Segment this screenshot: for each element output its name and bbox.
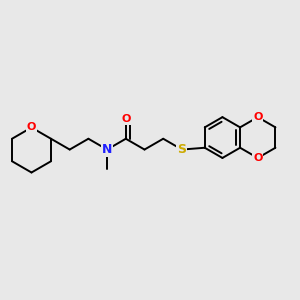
Text: N: N bbox=[102, 143, 112, 156]
Text: S: S bbox=[177, 143, 186, 156]
Text: O: O bbox=[121, 114, 130, 124]
Text: O: O bbox=[253, 112, 262, 122]
Text: O: O bbox=[27, 122, 36, 133]
Text: O: O bbox=[253, 153, 262, 163]
